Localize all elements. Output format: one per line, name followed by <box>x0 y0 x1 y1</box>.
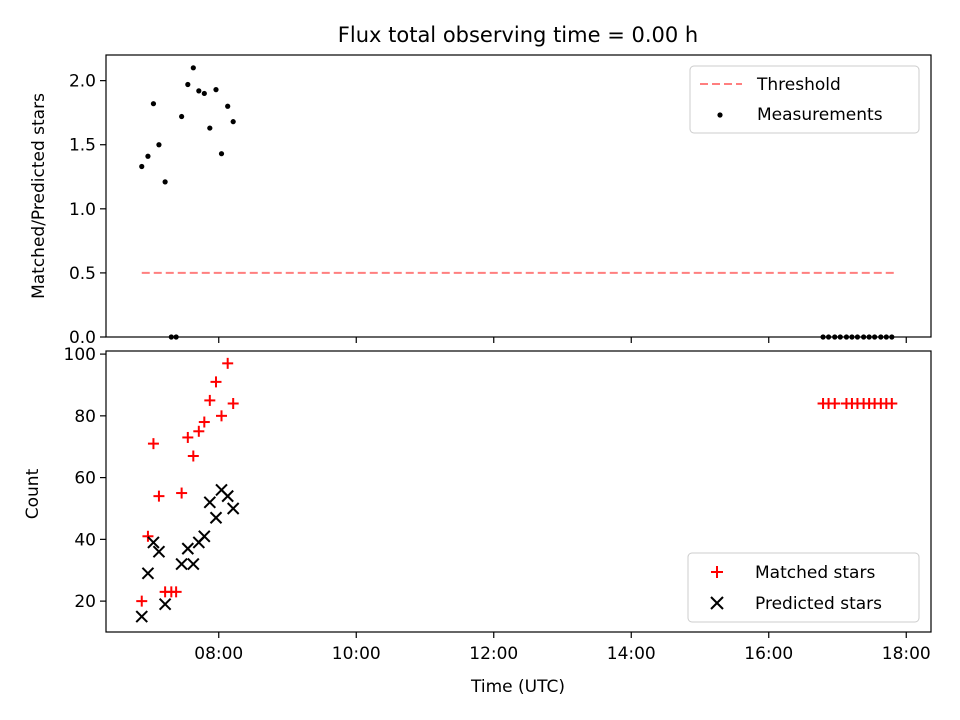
top-axis-ticks: 0.0 0.5 1.0 1.5 2.0 <box>69 72 907 348</box>
matched-star-point <box>170 586 182 598</box>
x-tick-label: 18:00 <box>882 644 931 664</box>
bottom-legend-box <box>687 552 920 623</box>
matched-star-point <box>222 357 234 369</box>
top-legend-box <box>689 65 920 134</box>
measurement-point <box>190 65 196 71</box>
legend-matched-swatch <box>711 566 723 578</box>
top-y-tick-label: 1.0 <box>69 200 96 220</box>
predicted-star-point <box>175 557 188 571</box>
measurement-point <box>150 101 157 107</box>
measurement-point <box>225 103 231 109</box>
legend-predicted-swatch <box>710 596 724 610</box>
measurement-point <box>207 125 213 131</box>
top-plot-marks <box>139 65 895 340</box>
top-legend: Threshold Measurements <box>689 65 920 134</box>
measurement-point <box>156 142 162 148</box>
x-tick-label: 08:00 <box>194 644 243 664</box>
matched-star-point <box>210 376 222 388</box>
bottom-axes-frame <box>105 350 932 633</box>
matched-star-point <box>227 397 239 409</box>
x-tick-label: 12:00 <box>469 644 518 664</box>
top-axes-frame <box>105 54 932 338</box>
bottom-panel: 20 40 60 80 100 08:00 10:00 12:00 14:00 16:00 18:0… <box>23 345 932 697</box>
measurement-point <box>196 88 202 94</box>
predicted-star-point <box>203 496 217 509</box>
matched-star-point <box>153 490 165 502</box>
legend-measurements-swatch <box>717 112 723 118</box>
top-y-axis-label: Matched/Predicted stars <box>29 93 49 299</box>
top-y-tick-label: 0.5 <box>69 264 96 284</box>
measurement-point <box>201 90 207 97</box>
measurement-point <box>218 151 225 157</box>
bottom-y-tick-label: 40 <box>74 530 96 550</box>
bottom-legend: Matched stars Predicted stars <box>687 552 920 623</box>
matched-star-point <box>204 394 216 406</box>
measurement-point <box>179 113 185 120</box>
bottom-y-tick-label: 100 <box>64 345 96 365</box>
predicted-star-point <box>209 511 223 524</box>
bottom-y-tick-label: 60 <box>74 469 96 489</box>
bottom-y-tick-label: 20 <box>74 592 96 612</box>
matched-star-point <box>216 410 227 422</box>
bottom-y-tick-label: 80 <box>74 407 96 427</box>
measurement-point <box>213 87 219 93</box>
matched-star-point <box>136 595 148 607</box>
matched-star-point <box>187 450 199 462</box>
predicted-star-point <box>221 489 234 503</box>
x-axis-label: Time (UTC) <box>470 677 565 697</box>
measurement-point <box>185 81 191 88</box>
measurement-point <box>139 163 145 170</box>
matched-star-point <box>193 425 205 437</box>
predicted-star-point <box>181 542 195 555</box>
legend-measurements-label: Measurements <box>757 105 883 125</box>
measurement-point <box>145 153 151 159</box>
predicted-star-point <box>158 598 172 611</box>
matched-star-point <box>886 397 898 409</box>
matched-star-point <box>829 397 841 409</box>
predicted-star-point <box>226 502 240 515</box>
top-y-tick-label: 1.5 <box>69 136 96 156</box>
x-tick-label: 10:00 <box>332 644 381 664</box>
measurement-point <box>162 179 168 185</box>
measurement-point <box>230 119 236 125</box>
legend-predicted-label: Predicted stars <box>755 594 882 614</box>
chart-title: Flux total observing time = 0.00 h <box>338 23 698 47</box>
bottom-plot-marks <box>135 357 898 623</box>
predicted-star-point <box>135 610 148 623</box>
legend-matched-label: Matched stars <box>755 563 875 583</box>
x-tick-label: 16:00 <box>744 644 793 664</box>
top-y-tick-label: 0.0 <box>69 328 96 348</box>
predicted-star-point <box>187 557 200 571</box>
matched-star-point <box>147 438 159 450</box>
bottom-y-axis-label: Count <box>23 468 43 519</box>
predicted-star-point <box>147 536 160 549</box>
matched-star-point <box>182 431 194 443</box>
predicted-star-point <box>198 530 211 543</box>
predicted-star-point <box>141 567 155 580</box>
legend-threshold-label: Threshold <box>756 75 841 95</box>
matched-star-point <box>176 487 188 499</box>
bottom-axis-ticks: 20 40 60 80 100 08:00 10:00 12:00 14:00 16:00 18:0… <box>64 345 931 664</box>
x-tick-label: 14:00 <box>607 644 656 664</box>
matched-star-point <box>142 530 154 542</box>
top-y-tick-label: 2.0 <box>69 72 96 92</box>
matched-star-point <box>198 416 210 428</box>
top-panel: 0.00.51.01.52.0 Matched/Predicted stars … <box>29 54 932 348</box>
predicted-star-point <box>152 545 166 558</box>
